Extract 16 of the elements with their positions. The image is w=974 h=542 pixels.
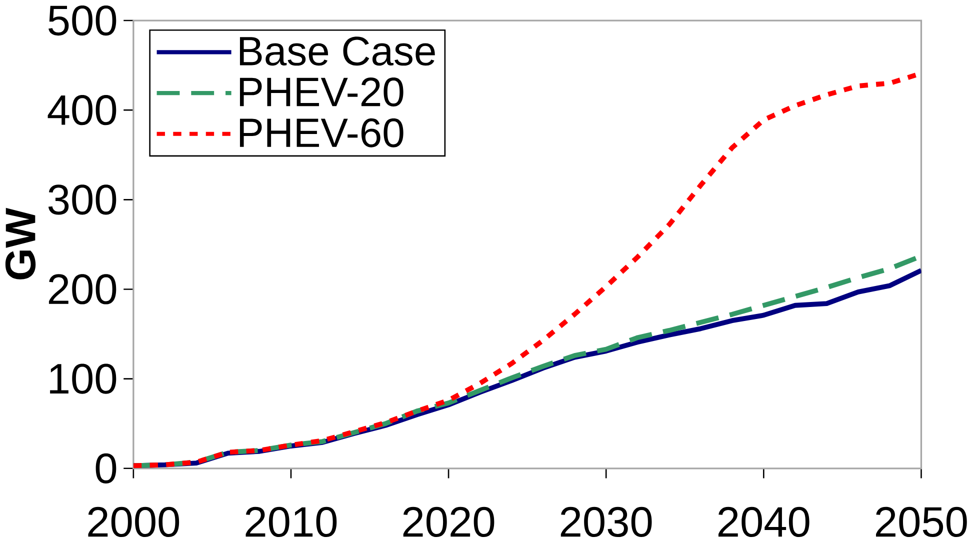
legend-label: PHEV-20	[240, 77, 404, 106]
x-tick-label: 2000	[88, 506, 180, 537]
x-tick-label: 2020	[403, 506, 494, 537]
legend-label: PHEV-60	[240, 118, 404, 148]
y-tick-label: 200	[48, 274, 116, 304]
x-tick-label: 2030	[560, 506, 652, 537]
x-tick-label: 2010	[246, 506, 337, 537]
legend-label: Base Case	[240, 36, 435, 66]
y-tick-label: 0	[96, 453, 116, 484]
y-tick-label: 500	[48, 5, 116, 36]
y-tick-label: 100	[50, 364, 116, 394]
x-tick-label: 2050	[876, 506, 967, 537]
x-tick-label: 2040	[718, 506, 810, 537]
y-axis-title: GW	[5, 208, 36, 280]
y-tick-label: 300	[48, 184, 116, 214]
y-tick-label: 400	[48, 94, 116, 125]
